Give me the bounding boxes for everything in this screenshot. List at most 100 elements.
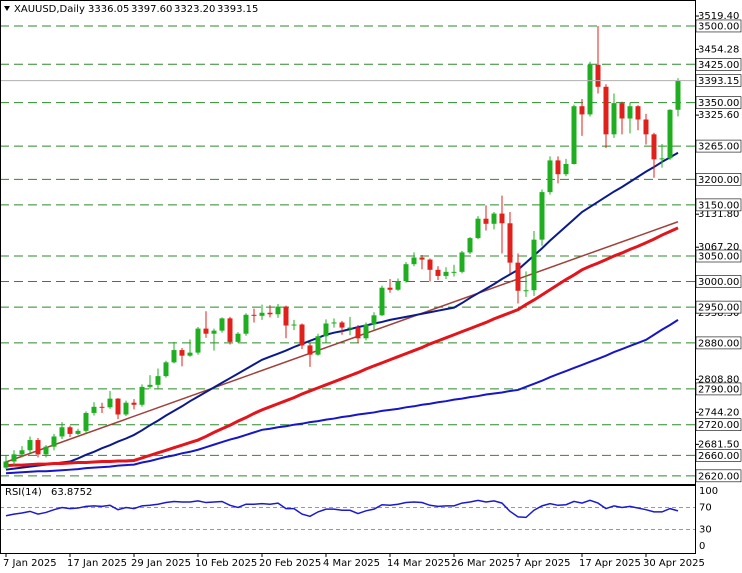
candle-body	[347, 327, 353, 329]
price-plot	[1, 25, 695, 477]
candle-body	[651, 134, 657, 160]
candle-body	[27, 440, 33, 451]
level-box	[695, 449, 742, 462]
candle-body	[3, 461, 9, 468]
y-tick-label: 3325.60	[698, 110, 739, 121]
level-box	[695, 96, 742, 109]
x-tick-label: 17 Jan 2025	[67, 558, 127, 569]
candle-body	[587, 64, 593, 115]
candle-body	[235, 333, 241, 342]
candle-body	[35, 440, 41, 455]
candle-body	[123, 402, 129, 415]
x-tick-label: 20 Feb 2025	[259, 558, 321, 569]
candle-body	[323, 323, 329, 337]
candle-body	[571, 106, 577, 164]
x-tick-label: 7 Jan 2025	[3, 558, 57, 569]
level-label: 3425.00	[698, 60, 739, 71]
candle-body	[83, 412, 89, 431]
y-tick-label: 3454.28	[698, 44, 739, 55]
rsi-tick-label: 100	[699, 486, 718, 497]
candle-body	[539, 192, 545, 240]
candle-body	[371, 315, 377, 325]
level-box	[695, 275, 742, 288]
candle-body	[147, 384, 153, 387]
candle-body	[403, 264, 409, 282]
candle-body	[579, 106, 585, 115]
level-label: 3350.00	[698, 98, 739, 109]
candle-body	[355, 327, 361, 339]
level-label: 3150.00	[698, 200, 739, 211]
candle-body	[499, 213, 505, 224]
candle-body	[451, 271, 457, 273]
candle-body	[259, 312, 265, 316]
symbol: XAUUSD,Daily	[14, 4, 85, 15]
level-label: 2660.00	[698, 451, 739, 462]
rsi-tick-label: 70	[699, 503, 712, 514]
level-box	[695, 173, 742, 186]
level-box	[695, 469, 742, 483]
ohlc-low: 3323.20	[174, 4, 215, 15]
candle-body	[227, 318, 233, 342]
x-tick-label: 14 Mar 2025	[387, 558, 450, 569]
x-tick-label: 29 Jan 2025	[131, 558, 191, 569]
rsi-value: 63.8752	[51, 487, 92, 498]
candle-body	[555, 160, 561, 175]
level-label: 2880.00	[698, 338, 739, 349]
candle-body	[131, 402, 137, 405]
moving-average	[5, 226, 679, 468]
y-tick-label: 3131.80	[698, 209, 739, 220]
candle-body	[515, 262, 521, 291]
candle-body	[603, 86, 609, 135]
candle-body	[299, 324, 305, 346]
candle-body	[11, 454, 17, 462]
candle-body	[523, 290, 529, 292]
candle-body	[611, 103, 617, 135]
candle-body	[339, 322, 345, 328]
level-label: 2620.00	[698, 471, 739, 482]
candle-body	[99, 406, 105, 408]
candle-body	[139, 386, 145, 405]
candle-body	[291, 324, 297, 326]
y-tick-label: 2938.30	[698, 308, 739, 319]
y-tick-label: 2681.50	[698, 439, 739, 450]
candle-body	[171, 350, 177, 363]
current-price-label: 3393.15	[698, 76, 739, 87]
candle-body	[507, 223, 513, 263]
candle-body	[595, 64, 601, 87]
moving-average	[5, 319, 679, 475]
candle-body	[211, 330, 217, 334]
level-label: 2790.00	[698, 384, 739, 395]
candle-body	[547, 160, 553, 193]
y-tick-label: 2744.20	[698, 407, 739, 418]
candle-body	[387, 287, 393, 290]
ohlc-close: 3393.15	[217, 4, 258, 15]
x-tick-label: 17 Apr 2025	[579, 558, 641, 569]
y-tick-label: 2808.80	[698, 374, 739, 385]
level-label: 3200.00	[698, 175, 739, 186]
current-price-box	[695, 74, 742, 87]
candle-body	[379, 287, 385, 316]
candle-body	[395, 281, 401, 290]
candle-body	[467, 238, 473, 253]
x-tick-label: 4 Mar 2025	[323, 558, 380, 569]
level-box	[695, 382, 742, 396]
rsi-tick-label: 0	[699, 541, 705, 552]
candle-body	[459, 252, 465, 272]
candle-body	[435, 269, 441, 276]
rsi-plot	[1, 499, 695, 530]
candle-body	[91, 406, 97, 413]
level-box	[695, 249, 742, 263]
level-box	[695, 198, 742, 212]
candle-body	[363, 324, 369, 339]
candle-body	[19, 450, 25, 455]
candle-body	[275, 306, 281, 315]
level-label: 2950.00	[698, 303, 739, 314]
candle-body	[331, 322, 337, 324]
collapse-icon[interactable]	[4, 6, 10, 11]
candle-body	[627, 106, 633, 119]
candle-body	[155, 376, 161, 385]
candle-body	[179, 350, 185, 356]
axes: 3519.40 3454.28 3325.60 3131.80 3067.20 2938.…	[3, 11, 742, 569]
